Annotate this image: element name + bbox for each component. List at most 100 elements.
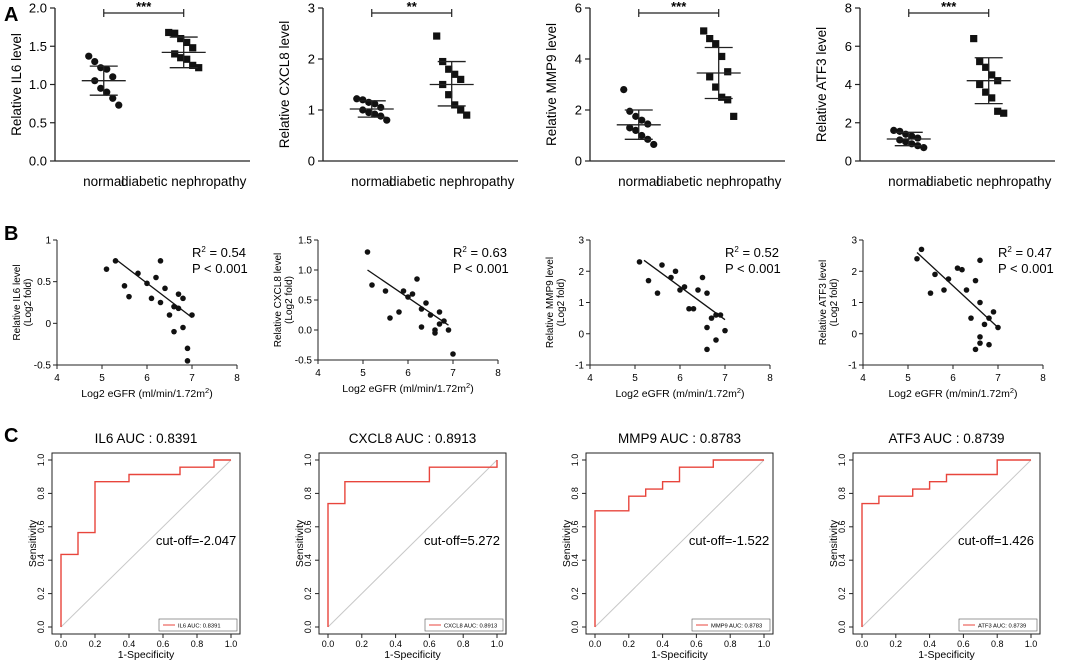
data-point xyxy=(195,64,203,72)
x-tick-label: 7 xyxy=(189,373,195,384)
data-point xyxy=(959,266,965,273)
y-axis-label-unit: (Log2 fold) xyxy=(556,279,567,327)
y-tick-label: 6 xyxy=(575,1,582,16)
data-point xyxy=(724,96,732,104)
p-value-label: P < 0.001 xyxy=(725,261,781,276)
x-axis-label: 1-Specificity xyxy=(918,649,975,661)
data-point xyxy=(109,73,117,81)
data-point xyxy=(976,57,984,66)
x-tick-label: 5 xyxy=(99,373,105,384)
y-axis-label: Relative ATF3 level xyxy=(814,27,829,142)
y-tick-label: 0.4 xyxy=(303,554,313,567)
y-tick-label: 0 xyxy=(851,329,857,340)
significance-label: *** xyxy=(941,0,957,14)
data-point xyxy=(91,57,99,66)
data-point xyxy=(414,276,420,282)
x-tick-label: 6 xyxy=(950,373,956,384)
data-point xyxy=(954,265,961,271)
data-point xyxy=(126,293,132,300)
reference-diagonal xyxy=(594,459,765,628)
reference-diagonal xyxy=(861,459,1032,628)
data-point xyxy=(941,287,947,293)
r-squared-label: R2 = 0.52 xyxy=(725,245,779,260)
data-point xyxy=(371,100,379,108)
y-tick-label: 0.4 xyxy=(36,554,46,567)
data-point xyxy=(157,258,164,264)
data-point xyxy=(183,38,191,47)
legend-label: MMP9 AUC: 0.8783 xyxy=(711,624,762,630)
data-point xyxy=(977,340,983,346)
data-point xyxy=(988,94,996,102)
data-point xyxy=(632,126,640,134)
data-point xyxy=(153,274,159,281)
x-tick-label: 0.6 xyxy=(957,639,970,649)
legend-box xyxy=(158,618,238,632)
data-point xyxy=(463,111,471,119)
data-point xyxy=(148,295,155,302)
data-point xyxy=(445,91,453,99)
data-point xyxy=(704,290,710,296)
y-tick-label: 2 xyxy=(845,115,852,130)
data-point xyxy=(85,52,93,60)
reference-diagonal xyxy=(327,459,498,628)
y-tick-label: 4 xyxy=(575,52,582,67)
data-point xyxy=(1000,109,1008,117)
data-point xyxy=(184,358,191,364)
data-point xyxy=(990,309,997,315)
y-tick-label: 1.0 xyxy=(298,266,312,277)
legend-label: ATF3 AUC: 0.8739 xyxy=(978,624,1026,630)
x-tick-label: 0.6 xyxy=(157,639,170,649)
data-point xyxy=(445,65,453,73)
x-tick-label: 7 xyxy=(450,368,456,379)
y-tick-label: 0.2 xyxy=(570,587,580,600)
chart-title: IL6 AUC : 0.8391 xyxy=(95,431,198,446)
x-category-label: normal xyxy=(351,174,392,189)
data-point xyxy=(712,40,720,48)
data-point xyxy=(409,291,416,297)
data-point xyxy=(177,35,185,43)
x-tick-label: 4 xyxy=(54,373,60,384)
data-point xyxy=(450,351,456,357)
chart-title: MMP9 AUC : 0.8783 xyxy=(618,431,741,446)
r-squared-label: R2 = 0.54 xyxy=(192,245,246,260)
data-point xyxy=(994,107,1002,115)
x-axis-label: 1-Specificity xyxy=(384,649,441,661)
y-tick-label: 1.5 xyxy=(298,236,312,247)
roc-curve xyxy=(327,460,498,627)
data-point xyxy=(451,70,459,78)
y-tick-label: 0.6 xyxy=(36,521,46,534)
data-point xyxy=(986,315,992,321)
y-tick-label: 0.6 xyxy=(837,521,847,534)
data-point xyxy=(902,138,910,146)
significance-label: *** xyxy=(671,0,687,14)
data-point xyxy=(626,107,634,115)
reference-diagonal xyxy=(60,459,232,628)
y-tick-label: 0.8 xyxy=(36,487,46,500)
data-point xyxy=(436,321,443,327)
y-axis-label: Relative CXCL8 level xyxy=(277,21,292,149)
x-tick-label: 0.4 xyxy=(923,639,936,649)
x-tick-label: 1.0 xyxy=(758,639,771,649)
y-tick-label: 0.5 xyxy=(37,277,51,288)
x-tick-label: 6 xyxy=(144,373,150,384)
y-tick-label: 1.0 xyxy=(837,454,847,467)
data-point xyxy=(638,116,646,124)
y-axis-label: Sensitivity xyxy=(294,519,306,567)
data-point xyxy=(632,112,640,120)
plot-frame xyxy=(318,452,507,635)
data-point xyxy=(672,268,679,275)
data-point xyxy=(659,262,665,268)
y-tick-label: 0.0 xyxy=(837,621,847,634)
regression-line xyxy=(367,269,449,326)
x-tick-label: 0.6 xyxy=(423,639,436,649)
x-tick-label: 1.0 xyxy=(491,639,504,649)
data-point xyxy=(162,285,168,292)
data-point xyxy=(704,346,710,353)
y-tick-label: 1 xyxy=(45,236,51,247)
roc-chart-mmp9: MMP9 AUC : 0.8783 0.0 0.2 0.4 0.6 0.8 1.0 0.0 0.… xyxy=(561,431,774,661)
data-point xyxy=(451,101,459,109)
data-point xyxy=(968,315,974,321)
data-point xyxy=(445,327,452,333)
y-tick-label: 0.0 xyxy=(570,621,580,634)
